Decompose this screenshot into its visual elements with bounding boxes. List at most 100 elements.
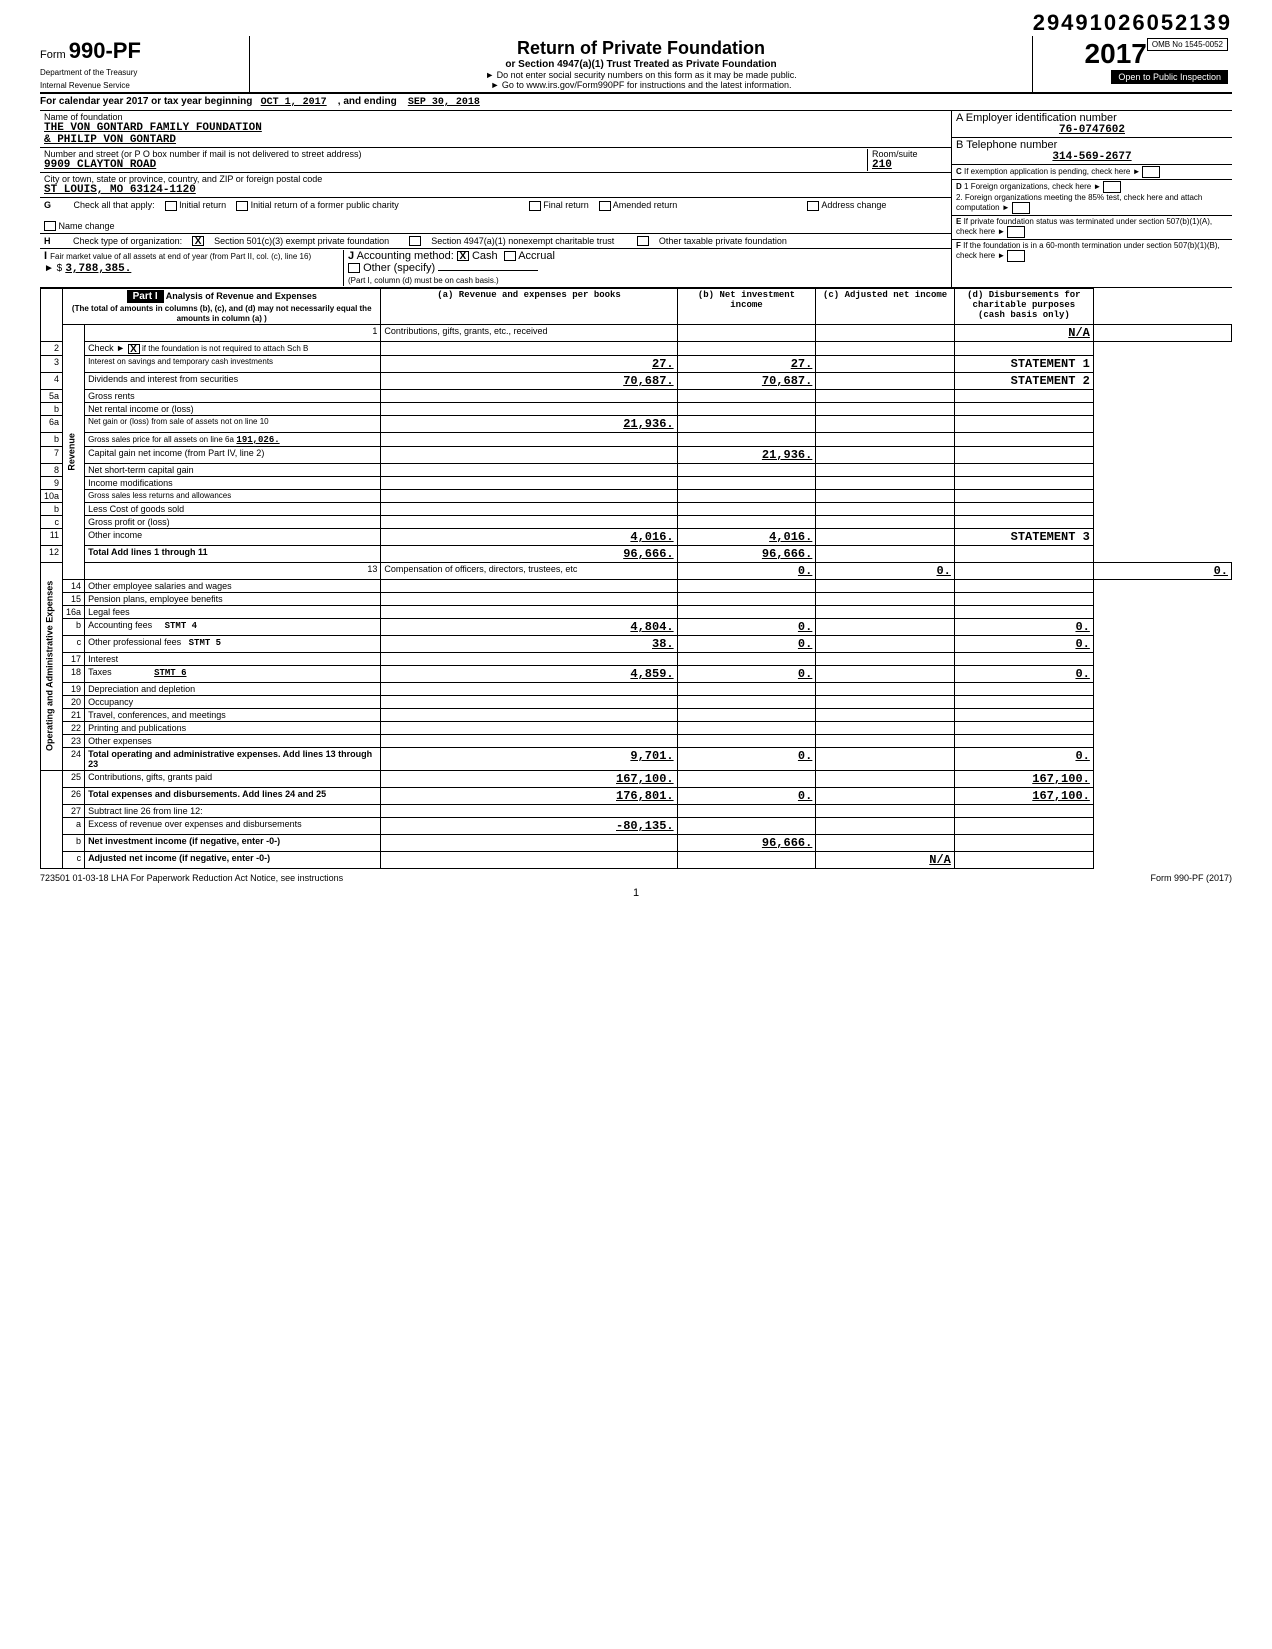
begin-date: OCT 1, 2017 (261, 97, 327, 108)
table-row: 14Other employee salaries and wages (41, 579, 1232, 592)
chk-sch-b (128, 344, 140, 354)
dept-line-2: Internal Revenue Service (40, 81, 241, 90)
table-row: 11Other income4,016.4,016.STATEMENT 3 (41, 528, 1232, 545)
chk-501c3 (192, 236, 204, 246)
header-info-grid: Name of foundation THE VON GONTARD FAMIL… (40, 111, 1232, 288)
col-c-header: (c) Adjusted net income (816, 289, 955, 325)
cal-label: For calendar year 2017 or tax year begin… (40, 96, 252, 107)
table-row: bAccounting fees STMT 44,804.0.0. (41, 618, 1232, 635)
table-row: 4Dividends and interest from securities7… (41, 372, 1232, 389)
footer: 723501 01-03-18 LHA For Paperwork Reduct… (40, 869, 1232, 883)
part1-label: Part I (127, 290, 164, 303)
section-g: G Check all that apply: Initial return I… (40, 198, 951, 234)
doc-number: 29491026052139 (1033, 10, 1232, 36)
side-revenue-label: Revenue (66, 433, 76, 471)
part1-table: Part I Analysis of Revenue and Expenses … (40, 288, 1232, 869)
table-row: 27Subtract line 26 from line 12: (41, 804, 1232, 817)
table-row: cGross profit or (loss) (41, 515, 1232, 528)
table-row: 6aNet gain or (loss) from sale of assets… (41, 415, 1232, 432)
table-row: 22Printing and publications (41, 721, 1232, 734)
foundation-name-1: THE VON GONTARD FAMILY FOUNDATION (44, 122, 947, 134)
table-row: 16aLegal fees (41, 605, 1232, 618)
table-row: bNet investment income (if negative, ent… (41, 834, 1232, 851)
table-row: 10aGross sales less returns and allowanc… (41, 489, 1232, 502)
table-row: 18Taxes STMT 64,859.0.0. (41, 665, 1232, 682)
e-label: If private foundation status was termina… (956, 217, 1212, 236)
top-annotations: 29491026052139 (40, 10, 1232, 36)
part1-heading: Analysis of Revenue and Expenses (166, 291, 317, 301)
foundation-name-2: & PHILIP VON GONTARD (44, 134, 947, 146)
chk-exemption-pending (1142, 166, 1160, 178)
table-row: 2Check ► if the foundation is not requir… (41, 342, 1232, 356)
chk-name-change (44, 221, 56, 231)
table-row: Revenue 1Contributions, gifts, grants, e… (41, 325, 1232, 342)
col-a-header: (a) Revenue and expenses per books (381, 289, 677, 325)
section-h: H Check type of organization: Section 50… (40, 234, 951, 249)
chk-amended (599, 201, 611, 211)
tel-label: B Telephone number (956, 139, 1228, 151)
table-row: 7Capital gain net income (from Part IV, … (41, 446, 1232, 463)
room-suite: 210 (872, 159, 947, 171)
chk-other-taxable (637, 236, 649, 246)
col-d-header: (d) Disbursements for charitable purpose… (954, 289, 1093, 325)
f-label: If the foundation is in a 60-month termi… (956, 241, 1220, 260)
city-label: City or town, state or province, country… (44, 174, 947, 184)
instructions-link: ► Go to www.irs.gov/Form990PF for instru… (258, 80, 1024, 90)
chk-60month (1007, 250, 1025, 262)
d2-label: 2. Foreign organizations meeting the 85%… (956, 193, 1202, 212)
table-row: aExcess of revenue over expenses and dis… (41, 817, 1232, 834)
chk-address-change (807, 201, 819, 211)
table-row: bNet rental income or (loss) (41, 402, 1232, 415)
table-row: 20Occupancy (41, 695, 1232, 708)
table-row: 26Total expenses and disbursements. Add … (41, 787, 1232, 804)
form-subtitle: or Section 4947(a)(1) Trust Treated as P… (258, 59, 1024, 70)
form-prefix: Form (40, 49, 66, 61)
table-row: 8Net short-term capital gain (41, 463, 1232, 476)
table-row: 15Pension plans, employee benefits (41, 592, 1232, 605)
street-address: 9909 CLAYTON ROAD (44, 159, 867, 171)
table-row: 5aGross rents (41, 389, 1232, 402)
chk-85pct (1012, 202, 1030, 214)
table-row: 24Total operating and administrative exp… (41, 747, 1232, 770)
d1-label: 1 Foreign organizations, check here (964, 182, 1091, 191)
chk-cash (457, 251, 469, 261)
side-expenses-label: Operating and Administrative Expenses (44, 581, 54, 751)
part1-subhead: (The total of amounts in columns (b), (c… (72, 304, 372, 323)
calendar-year-row: For calendar year 2017 or tax year begin… (40, 94, 1232, 111)
form-number: 990-PF (69, 38, 141, 63)
tel-value: 314-569-2677 (956, 151, 1228, 163)
footer-right: Form 990-PF (2017) (1150, 873, 1232, 883)
table-row: cOther professional fees STMT 538.0.0. (41, 635, 1232, 652)
page-number: 1 (40, 887, 1232, 899)
c-label: If exemption application is pending, che… (964, 167, 1130, 176)
chk-4947 (409, 236, 421, 246)
form-header: Form 990-PF Department of the Treasury I… (40, 36, 1232, 94)
table-row: 23Other expenses (41, 734, 1232, 747)
chk-initial-return (165, 201, 177, 211)
addr-label: Number and street (or P O box number if … (44, 149, 867, 159)
fmv-value: 3,788,385. (65, 263, 131, 275)
table-row: Operating and Administrative Expenses 13… (41, 562, 1232, 579)
table-row: bLess Cost of goods sold (41, 502, 1232, 515)
ssn-warning: ► Do not enter social security numbers o… (258, 70, 1024, 80)
cal-mid: , and ending (338, 96, 397, 107)
name-label: Name of foundation (44, 112, 947, 122)
form-title: Return of Private Foundation (258, 38, 1024, 59)
chk-accrual (504, 251, 516, 261)
section-i-j: I Fair market value of all assets at end… (40, 249, 951, 287)
chk-other-method (348, 263, 360, 273)
chk-final-return (529, 201, 541, 211)
end-date: SEP 30, 2018 (408, 97, 480, 108)
omb-number: OMB No 1545-0052 (1147, 38, 1228, 51)
room-label: Room/suite (872, 149, 947, 159)
table-row: 9Income modifications (41, 476, 1232, 489)
table-row: 19Depreciation and depletion (41, 682, 1232, 695)
table-row: 25Contributions, gifts, grants paid167,1… (41, 770, 1232, 787)
city-state-zip: ST LOUIS, MO 63124-1120 (44, 184, 947, 196)
table-row: 3Interest on savings and temporary cash … (41, 355, 1232, 372)
table-row: 12Total Add lines 1 through 1196,666.96,… (41, 545, 1232, 562)
dept-line-1: Department of the Treasury (40, 68, 241, 77)
table-row: 21Travel, conferences, and meetings (41, 708, 1232, 721)
table-row: cAdjusted net income (if negative, enter… (41, 851, 1232, 868)
chk-initial-former (236, 201, 248, 211)
